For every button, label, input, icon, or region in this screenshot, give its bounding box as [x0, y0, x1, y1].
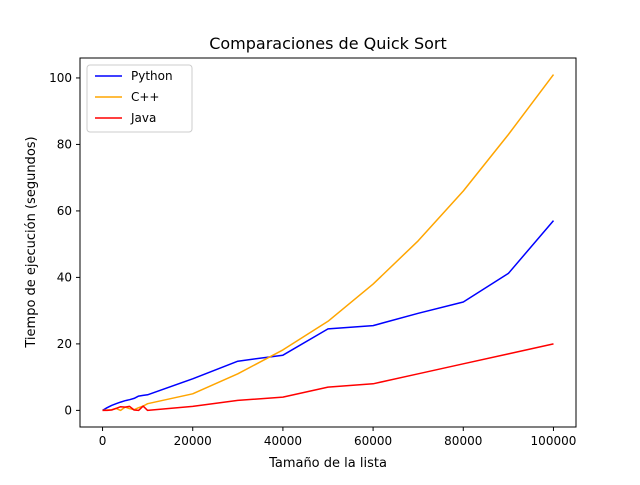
legend-label: Java — [130, 111, 156, 125]
y-tick-label: 20 — [57, 337, 72, 351]
x-tick-label: 40000 — [264, 434, 302, 448]
x-axis-label: Tamaño de la lista — [268, 456, 387, 471]
plot-area-frame — [79, 57, 577, 428]
x-tick-label: 20000 — [174, 434, 212, 448]
y-tick-label: 40 — [57, 270, 72, 284]
series-line-java — [102, 343, 554, 412]
x-tick-label: 80000 — [444, 434, 482, 448]
y-axis-label: Tiempo de ejecución (segundos) — [24, 136, 39, 348]
chart-title: Comparaciones de Quick Sort — [209, 34, 447, 53]
y-axis-ticks: 0 20 40 60 80 100 — [49, 71, 80, 417]
y-tick-label: 80 — [57, 137, 72, 151]
x-tick-label: 60000 — [354, 434, 392, 448]
x-tick-label: 0 — [99, 434, 107, 448]
legend: Python C++ Java — [86, 64, 193, 133]
x-axis-ticks: 0 20000 40000 60000 80000 100000 — [99, 427, 577, 448]
legend-label: C++ — [131, 90, 160, 104]
series-lines — [102, 74, 555, 412]
y-tick-label: 100 — [49, 71, 72, 85]
legend-label: Python — [131, 69, 173, 83]
x-tick-label: 100000 — [531, 434, 577, 448]
y-tick-label: 60 — [57, 204, 72, 218]
series-line-python — [102, 220, 555, 412]
y-tick-label: 0 — [64, 403, 72, 417]
legend-frame — [86, 64, 193, 133]
